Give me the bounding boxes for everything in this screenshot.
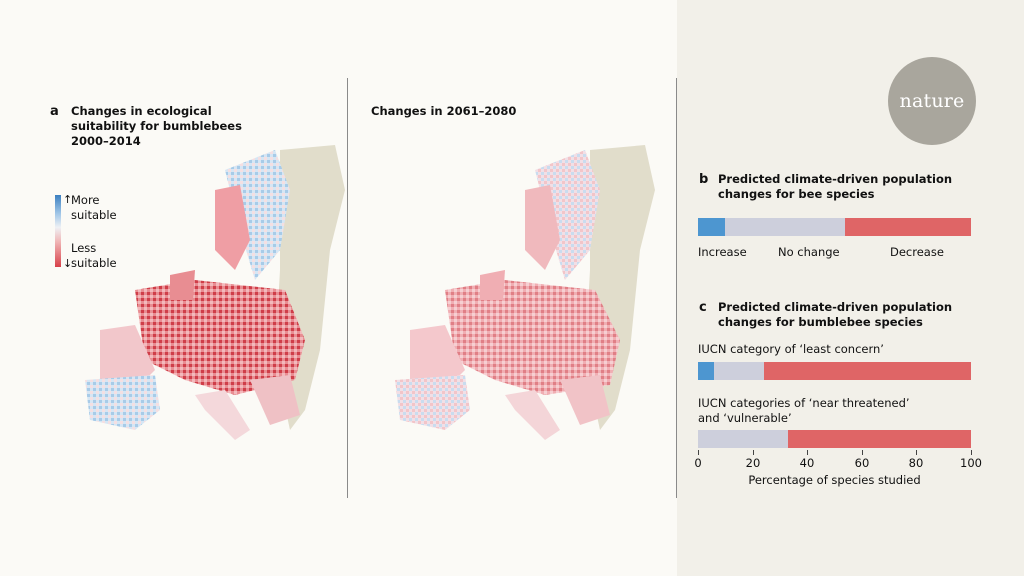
bee-stacked-bar — [698, 218, 971, 236]
france-west-area — [410, 325, 465, 390]
suitability-legend-bar — [55, 195, 61, 267]
europe-map-2061-2080 — [395, 145, 655, 440]
iberia-area — [85, 375, 160, 430]
title-line: changes for bee species — [718, 187, 875, 201]
panel-a-second-title: Changes in 2061–2080 — [371, 104, 517, 118]
panel-a-title: Changes in ecological suitability for bu… — [71, 104, 242, 149]
central-europe-area — [135, 280, 305, 395]
scandinavia-west-area — [525, 185, 560, 270]
x-tick-label: 20 — [745, 456, 761, 470]
bar-segment-increase — [698, 362, 715, 380]
least-concern-stacked-bar — [698, 362, 971, 380]
series-label-decrease: Decrease — [890, 245, 944, 259]
bar-segment-decrease — [763, 362, 971, 380]
uk-area — [480, 270, 505, 300]
panel-b-letter: b — [699, 172, 709, 187]
title-line: Changes in ecological — [71, 104, 212, 118]
balkans-area — [250, 375, 300, 425]
title-line: changes for bumblebee species — [718, 315, 923, 329]
panel-c-letter: c — [699, 300, 707, 315]
title-line: suitability for bumblebees — [71, 119, 242, 133]
x-tick-mark — [753, 450, 754, 455]
italy-area — [195, 390, 250, 440]
legend-line: suitable — [71, 256, 117, 270]
title-line: Predicted climate-driven population — [718, 172, 953, 186]
bar-segment-decrease — [845, 218, 971, 236]
divider-line — [676, 78, 677, 498]
panel-a-letter: a — [50, 104, 59, 119]
x-tick-mark — [971, 450, 972, 455]
panel-b-title: Predicted climate-driven population chan… — [718, 172, 952, 202]
threatened-stacked-bar — [698, 430, 971, 448]
x-axis-label: Percentage of species studied — [748, 473, 921, 487]
italy-area — [505, 390, 560, 440]
x-tick-mark — [862, 450, 863, 455]
uk-area — [170, 270, 195, 300]
x-tick-label: 40 — [799, 456, 815, 470]
bar-segment-increase — [698, 218, 726, 236]
divider-line — [347, 78, 348, 498]
bar-segment-no-change — [725, 218, 846, 236]
legend-line: suitable — [71, 208, 117, 222]
x-tick-label: 0 — [694, 456, 702, 470]
category-line: IUCN category of ‘least concern’ — [698, 342, 884, 356]
france-west-area — [100, 325, 155, 390]
title-line: Predicted climate-driven population — [718, 300, 953, 314]
central-europe-area — [445, 280, 620, 395]
x-tick-label: 100 — [960, 456, 982, 470]
series-label-increase: Increase — [698, 245, 747, 259]
legend-line: More — [71, 193, 100, 207]
legend-less-label: Less suitable — [71, 241, 117, 271]
arrow-up-icon: ↑ — [63, 193, 73, 206]
x-tick-mark — [698, 450, 699, 455]
category-label-least-concern: IUCN category of ‘least concern’ — [698, 342, 884, 357]
category-line: and ‘vulnerable’ — [698, 411, 792, 425]
scandinavia-west-area — [215, 185, 250, 270]
panel-c-title: Predicted climate-driven population chan… — [718, 300, 952, 330]
category-line: IUCN categories of ‘near threatened’ — [698, 396, 910, 410]
x-tick-label: 60 — [854, 456, 870, 470]
title-line: 2000–2014 — [71, 134, 141, 148]
balkans-area — [560, 375, 610, 425]
scandinavia-area — [535, 150, 600, 280]
legend-more-label: More suitable — [71, 193, 117, 223]
logo-text: nature — [899, 90, 965, 112]
series-label-no-change: No change — [778, 245, 840, 259]
scandinavia-area — [225, 150, 290, 280]
nature-logo: nature — [888, 57, 976, 145]
bar-segment-no-change — [698, 430, 789, 448]
category-label-threatened: IUCN categories of ‘near threatened’ and… — [698, 396, 910, 426]
iberia-area — [395, 375, 470, 430]
bar-segment-no-change — [714, 362, 764, 380]
x-tick-mark — [916, 450, 917, 455]
x-tick-label: 80 — [908, 456, 924, 470]
bar-segment-decrease — [788, 430, 971, 448]
legend-line: Less — [71, 241, 97, 255]
arrow-down-icon: ↓ — [63, 257, 73, 270]
x-tick-mark — [807, 450, 808, 455]
europe-map-2000-2014 — [85, 145, 345, 440]
